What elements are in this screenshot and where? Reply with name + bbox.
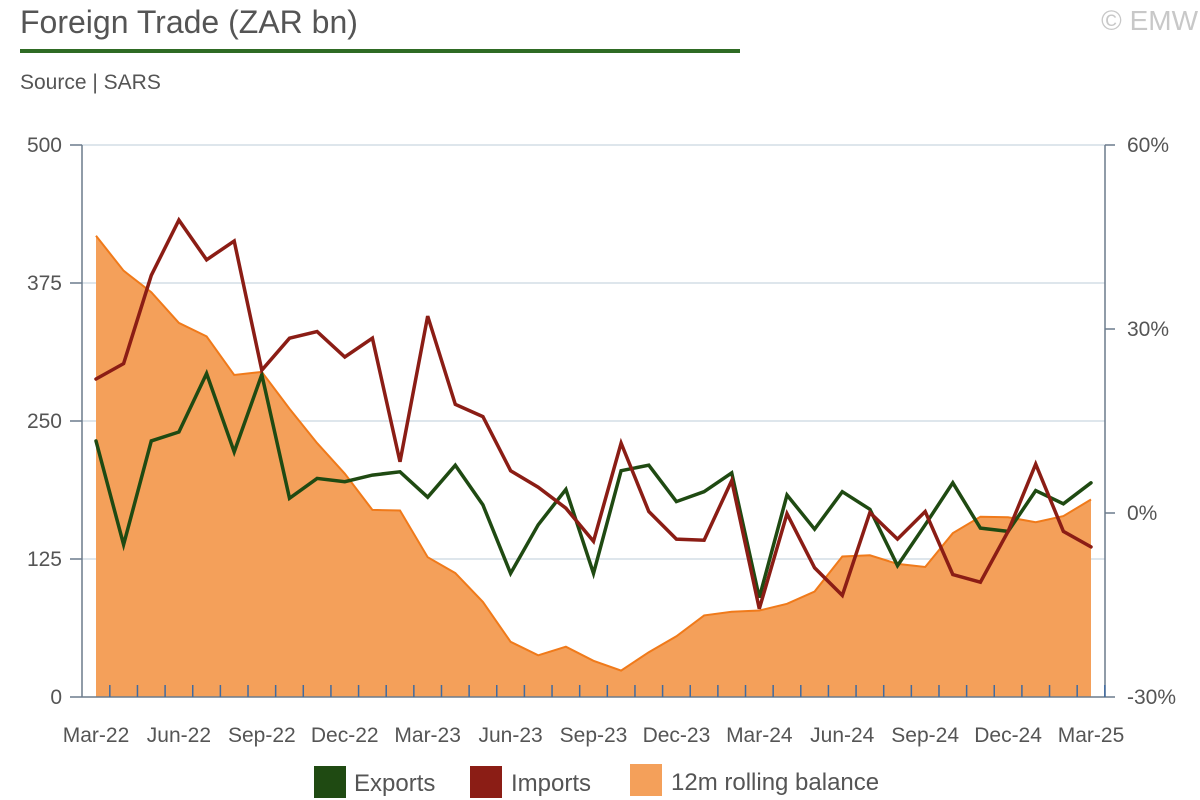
legend-item-exports: Exports: [314, 766, 435, 798]
chart-title: Foreign Trade (ZAR bn): [20, 4, 358, 40]
chart-source: Source | SARS: [20, 71, 161, 94]
legend-swatch-balance: [630, 764, 662, 796]
x-tick-label: Dec-22: [311, 724, 379, 747]
left-tick-label: 125: [27, 548, 62, 571]
right-tick-label: -30%: [1127, 686, 1176, 709]
x-tick-label: Sep-23: [560, 724, 628, 747]
right-tick-label: 30%: [1127, 318, 1169, 341]
legend: Exports Imports 12m rolling balance: [314, 764, 879, 798]
legend-item-balance: 12m rolling balance: [630, 764, 879, 796]
x-tick-label: Sep-24: [891, 724, 959, 747]
left-tick-label: 250: [27, 410, 62, 433]
x-tick-label: Mar-22: [63, 724, 130, 747]
balance-area: [96, 235, 1091, 698]
x-tick-label: Jun-24: [810, 724, 875, 747]
series-lines: [94, 216, 1093, 610]
right-tick-label: 60%: [1127, 134, 1169, 157]
x-tick-label: Sep-22: [228, 724, 296, 747]
left-tick-label: 0: [50, 686, 62, 709]
left-tick-label: 375: [27, 272, 62, 295]
x-tick-label: Jun-22: [147, 724, 211, 747]
x-tick-label: Jun-23: [478, 724, 542, 747]
legend-swatch-imports: [470, 766, 502, 798]
legend-label-balance: 12m rolling balance: [671, 769, 879, 796]
legend-item-imports: Imports: [470, 766, 591, 798]
exports-line: [94, 368, 1093, 599]
legend-swatch-exports: [314, 766, 346, 798]
x-tick-label: Mar-23: [394, 724, 461, 747]
x-tick-label: Dec-23: [643, 724, 711, 747]
imports-line: [94, 216, 1093, 610]
x-tick-label: Mar-25: [1058, 724, 1125, 747]
legend-label-imports: Imports: [511, 770, 591, 797]
tick-labels: 0 125 250 375 500 -30% 0% 30% 60% Mar-22 Jun-22 Sep…: [27, 134, 1176, 747]
left-tick-label: 500: [27, 134, 62, 157]
title-underline: [20, 49, 740, 53]
x-tick-label: Mar-24: [726, 724, 793, 747]
balance-area-layer: [95, 235, 1092, 698]
legend-label-exports: Exports: [354, 770, 435, 797]
axes: [70, 144, 1115, 698]
right-tick-label: 0%: [1127, 502, 1157, 525]
x-tick-label: Dec-24: [974, 724, 1042, 747]
copyright-watermark: © EMW: [1101, 5, 1198, 36]
